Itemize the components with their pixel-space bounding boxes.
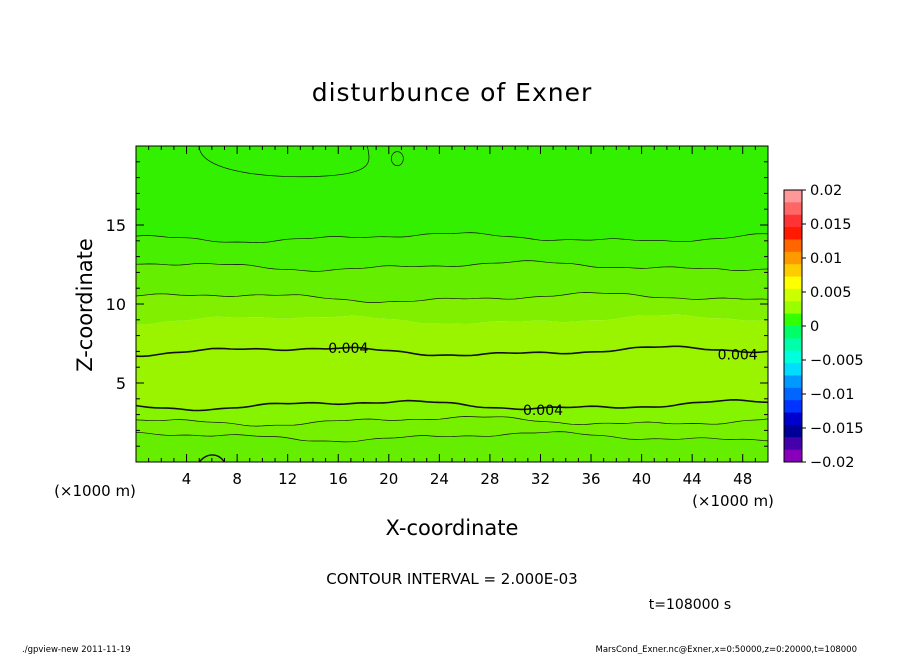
contour-line <box>136 416 768 427</box>
colorbar-label: 0 <box>810 319 819 335</box>
colorbar-label: −0.005 <box>810 353 864 369</box>
colorbar-label: 0.02 <box>810 183 842 199</box>
time-text: t=108000 s <box>649 597 731 613</box>
x-unit-label-left: (×1000 m) <box>54 482 136 500</box>
colorbar-swatch <box>784 424 802 438</box>
heatmap-band <box>136 146 768 243</box>
colorbar-swatch <box>784 276 802 290</box>
colorbar-swatch <box>784 363 802 376</box>
heatmap-band <box>136 314 768 411</box>
contour-line <box>198 146 370 178</box>
contour-label: 0.004 <box>523 403 563 419</box>
x-tick-label: 8 <box>232 470 242 488</box>
heatmap-fill <box>136 146 768 462</box>
y-tick-label: 10 <box>106 295 126 314</box>
contour-line <box>136 431 768 443</box>
colorbar-swatch <box>784 190 802 203</box>
contour-line <box>136 345 768 358</box>
heatmap-band <box>136 260 768 303</box>
colorbar-swatch <box>784 437 802 451</box>
colorbar-swatch <box>784 350 802 364</box>
colorbar-swatch <box>784 313 802 327</box>
colorbar-swatch <box>784 400 802 414</box>
contour-interval-text: CONTOUR INTERVAL = 2.000E-03 <box>326 570 577 588</box>
colorbar-swatch <box>784 227 802 240</box>
y-tick-label: 5 <box>116 374 126 393</box>
contour-line <box>136 232 768 243</box>
colorbar-swatch <box>784 449 802 463</box>
colorbar-swatch <box>784 214 802 228</box>
colorbar-label: −0.01 <box>810 387 854 403</box>
colorbar-swatch <box>784 288 802 302</box>
x-tick-label: 28 <box>480 470 499 488</box>
contour-line <box>136 260 768 272</box>
heatmap-band <box>136 416 768 442</box>
footer-right: MarsCond_Exner.nc@Exner,x=0:50000,z=0:20… <box>595 645 857 654</box>
y-tick-label: 15 <box>106 216 126 235</box>
x-axis-label: X-coordinate <box>386 516 519 540</box>
y-axis: 5 10 15 <box>106 145 768 463</box>
y-axis-label: Z-coordinate <box>73 238 97 372</box>
footer-left: ./gpview-new 2011-11-19 <box>22 645 131 654</box>
colorbar-swatch <box>784 375 802 389</box>
colorbar-swatch <box>784 202 802 216</box>
colorbar-swatch <box>784 239 802 253</box>
x-unit-label-right: (×1000 m) <box>692 492 774 510</box>
contour-line <box>198 454 226 462</box>
x-tick-label: 16 <box>329 470 348 488</box>
x-tick-label: 40 <box>632 470 651 488</box>
colorbar-label: −0.015 <box>810 421 864 437</box>
colorbar-swatch <box>784 264 802 278</box>
contour-line <box>136 398 768 412</box>
colorbar-swatch <box>784 338 802 352</box>
colorbar-swatch <box>784 301 802 315</box>
x-tick-label: 36 <box>581 470 600 488</box>
colorbar-label: 0.005 <box>810 285 852 301</box>
contour-line <box>136 292 768 303</box>
x-tick-label: 20 <box>379 470 398 488</box>
contour-line <box>390 151 404 166</box>
x-tick-label: 44 <box>683 470 702 488</box>
x-tick-label: 4 <box>182 470 192 488</box>
x-tick-label: 32 <box>531 470 550 488</box>
contour-label: 0.004 <box>328 341 368 357</box>
colorbar-swatch <box>784 412 802 426</box>
x-tick-label: 12 <box>278 470 297 488</box>
x-tick-label: 48 <box>733 470 752 488</box>
colorbar-swatch <box>784 326 802 339</box>
heatmap-band <box>136 232 768 272</box>
colorbar-swatch <box>784 251 802 265</box>
colorbar-label: 0.01 <box>810 251 842 267</box>
colorbar-label: −0.02 <box>810 455 854 471</box>
contour-label: 0.004 <box>718 348 758 364</box>
colorbar-swatch <box>784 387 802 401</box>
heatmap-band <box>136 399 768 427</box>
colorbar: 0.02 0.015 0.01 0.005 0 −0.005 −0.01 −0.015 −0.0… <box>783 183 864 471</box>
plot-area: 0.004 0.004 0.004 <box>135 145 769 463</box>
x-tick-label: 24 <box>430 470 449 488</box>
chart-title: disturbunce of Exner <box>312 78 593 107</box>
heatmap-band <box>136 292 768 325</box>
x-axis: 4 8 12 16 20 24 28 32 36 40 44 48 <box>135 146 769 488</box>
colorbar-label: 0.015 <box>810 217 852 233</box>
